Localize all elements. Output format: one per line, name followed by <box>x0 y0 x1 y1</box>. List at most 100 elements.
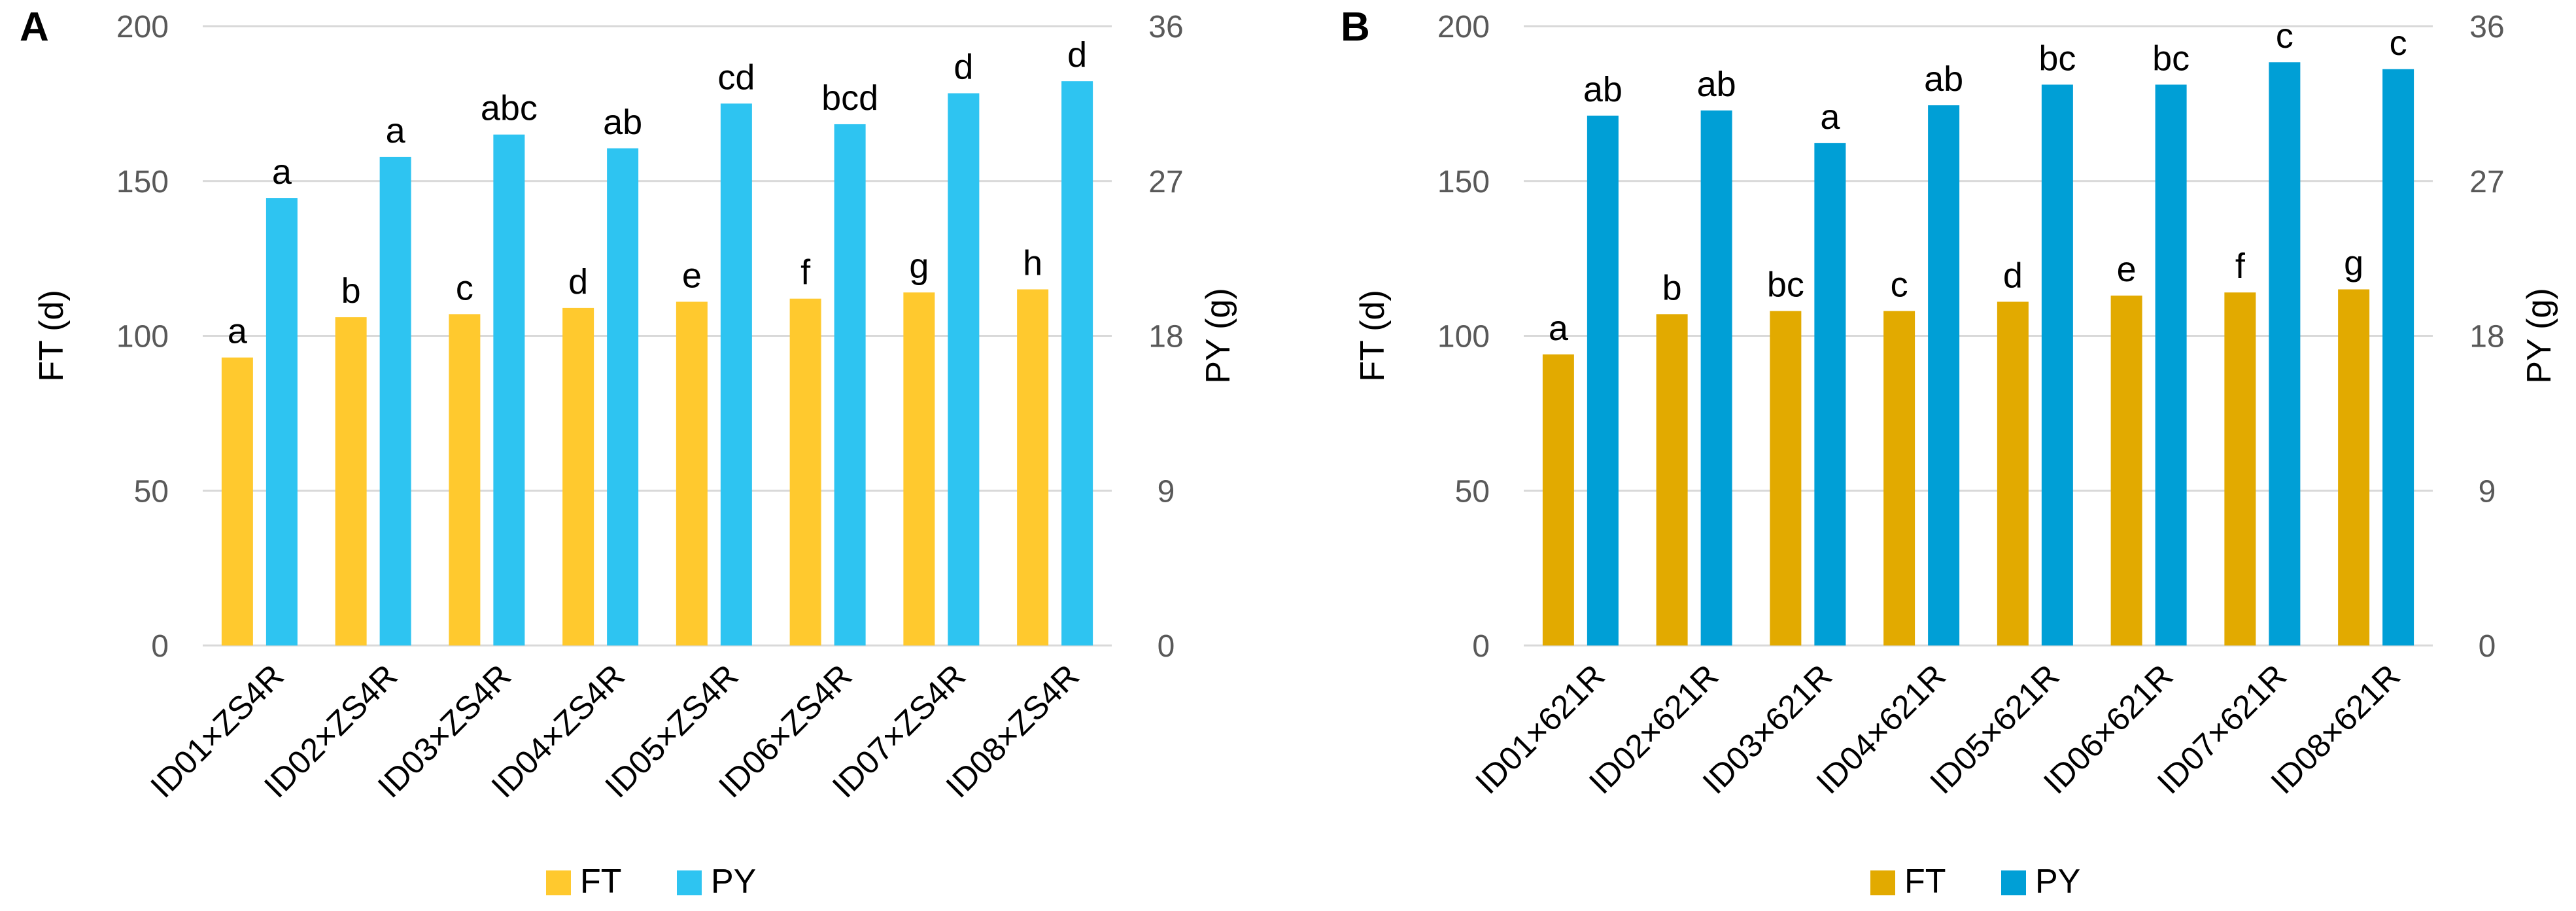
bar-label-ft: a <box>1549 309 1569 348</box>
right-axis-tick-label: 9 <box>2479 474 2496 509</box>
bar-label-py: a <box>386 111 406 150</box>
right-axis-tick-label: 36 <box>1148 10 1183 44</box>
bar-label-ft: f <box>800 253 811 292</box>
legend-swatch-py <box>677 870 702 895</box>
bar-ft <box>1656 314 1688 645</box>
left-axis-tick-label: 0 <box>151 629 169 664</box>
bar-label-py: a <box>1820 97 1840 137</box>
bar-py <box>1814 143 1846 645</box>
right-axis-title: PY (g) <box>2520 288 2558 383</box>
bar-label-py: a <box>272 152 292 192</box>
bar-py <box>834 124 866 646</box>
bar-ft <box>562 307 594 645</box>
bar-ft <box>789 298 821 645</box>
bar-label-py: d <box>953 48 973 87</box>
bar-py <box>2382 69 2414 645</box>
bar-label-ft: b <box>1662 268 1682 307</box>
bar-py <box>2155 84 2187 645</box>
bar-py <box>1061 81 1093 645</box>
bar-ft <box>449 314 481 645</box>
bar-ft <box>335 317 367 645</box>
bar-py <box>1928 105 1960 645</box>
bar-label-py: ab <box>1697 65 1736 104</box>
bar-label-py: c <box>2276 16 2293 56</box>
legend-swatch-py <box>2001 870 2026 895</box>
bar-label-ft: g <box>909 247 929 286</box>
bar-py <box>720 103 752 645</box>
bar-label-ft: g <box>2344 243 2363 283</box>
left-axis-tick-label: 50 <box>134 474 169 509</box>
bar-label-ft: h <box>1023 243 1042 283</box>
bar-py <box>493 134 525 646</box>
bar-label-py: bc <box>2038 39 2076 78</box>
bar-py <box>1587 115 1619 646</box>
bar-ft <box>676 301 708 645</box>
bar-label-ft: d <box>568 262 588 301</box>
bar-py <box>948 93 980 645</box>
bar-py <box>1700 110 1732 645</box>
left-axis-tick-label: 200 <box>1437 10 1490 44</box>
legend-swatch-ft <box>1870 870 1895 895</box>
bar-ft <box>1883 311 1915 645</box>
right-axis-tick-label: 18 <box>1148 320 1183 354</box>
bar-ft <box>221 357 253 645</box>
panel-label: B <box>1341 5 1370 50</box>
bar-label-py: ab <box>1583 70 1623 109</box>
right-axis-tick-label: 18 <box>2469 320 2504 354</box>
left-axis-title: FT (d) <box>33 290 71 382</box>
bar-py <box>379 156 411 645</box>
left-axis-title: FT (d) <box>1354 290 1392 382</box>
bar-label-py: ab <box>1924 60 1963 99</box>
right-axis-tick-label: 0 <box>1158 629 1175 664</box>
bar-ft <box>2224 292 2256 646</box>
left-axis-tick-label: 100 <box>1437 320 1490 354</box>
bar-label-ft: b <box>341 271 361 311</box>
bar-label-ft: a <box>228 312 248 351</box>
bar-py <box>607 148 639 646</box>
right-axis-tick-label: 9 <box>1158 474 1175 509</box>
left-axis-tick-label: 150 <box>1437 165 1490 199</box>
bar-py <box>2041 84 2073 645</box>
bar-label-ft: f <box>2235 247 2246 286</box>
right-axis-tick-label: 27 <box>1148 165 1183 199</box>
right-axis-tick-label: 27 <box>2469 165 2504 199</box>
left-axis-tick-label: 0 <box>1472 629 1490 664</box>
bar-ft <box>1542 354 1574 645</box>
bar-ft <box>2110 295 2142 645</box>
bar-label-py: bcd <box>821 78 878 118</box>
legend: FT PY <box>1870 863 2080 901</box>
legend-label-py: PY <box>2035 863 2080 901</box>
right-axis-title: PY (g) <box>1199 288 1237 383</box>
bar-label-ft: d <box>2003 256 2023 295</box>
bar-label-py: c <box>2390 24 2407 63</box>
bar-ft <box>1017 289 1049 646</box>
bar-ft <box>1997 301 2029 645</box>
bar-label-ft: c <box>456 268 473 307</box>
left-axis-tick-label: 100 <box>116 320 169 354</box>
bar-py <box>2269 62 2301 645</box>
legend-label-py: PY <box>711 863 756 901</box>
bar-ft <box>903 292 935 646</box>
left-axis-tick-label: 150 <box>116 165 169 199</box>
bar-ft <box>2338 289 2370 646</box>
bar-label-py: ab <box>603 103 642 142</box>
bar-label-ft: e <box>2117 250 2137 289</box>
legend: FT PY <box>546 863 756 901</box>
bar-label-py: d <box>1067 35 1087 75</box>
legend-label-ft: FT <box>580 863 622 901</box>
bar-label-py: cd <box>717 58 755 97</box>
bar-py <box>266 198 298 645</box>
left-axis-tick-label: 50 <box>1455 474 1490 509</box>
legend-swatch-ft <box>546 870 571 895</box>
bar-label-ft: bc <box>1767 266 1804 305</box>
bar-label-ft: c <box>1891 266 1908 305</box>
panel-label: A <box>20 5 49 50</box>
right-axis-tick-label: 36 <box>2469 10 2504 44</box>
bar-label-py: abc <box>481 89 538 128</box>
bar-ft <box>1770 311 1802 645</box>
bar-label-ft: e <box>682 256 702 295</box>
right-axis-tick-label: 0 <box>2479 629 2496 664</box>
